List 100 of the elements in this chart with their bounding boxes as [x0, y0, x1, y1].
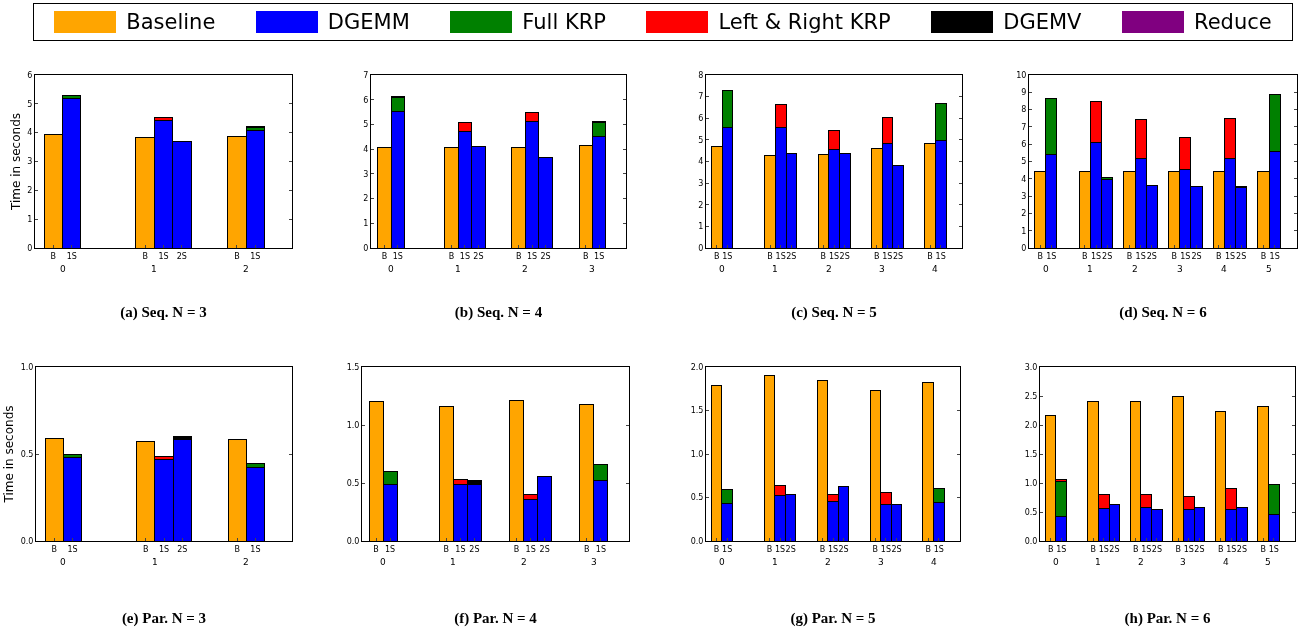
x-tick-label: 1S: [827, 544, 839, 554]
x-tick-label: 1S: [1056, 544, 1067, 554]
legend-label: DGEMV: [1003, 10, 1082, 34]
x-tick-label: 1S: [1135, 251, 1146, 261]
text: 1: [772, 557, 778, 567]
x-tick-label: 1S: [455, 544, 466, 554]
y-tick-label: 0.5: [1024, 507, 1038, 517]
y-tick-label: 5: [698, 135, 704, 145]
x-tick-label: B: [1126, 251, 1133, 261]
x-tick-label: 1S: [775, 251, 786, 261]
y-tick-label: 8: [698, 70, 704, 80]
x-tick-label: B: [381, 251, 388, 261]
y-tick-label: 5: [363, 120, 369, 130]
text: 2: [825, 557, 831, 567]
x-tick-label: B: [872, 544, 879, 554]
x-tick-label: B: [142, 544, 149, 554]
y-tick-label: 0.5: [346, 478, 360, 488]
text: 2: [826, 264, 832, 274]
x-tick-label: 1S: [935, 251, 946, 261]
y-tick-label: 1.5: [346, 362, 360, 372]
text: 3: [878, 557, 884, 567]
y-axis-title: Time in seconds: [1, 405, 16, 504]
text: (c) Seq. N = 5: [791, 304, 877, 322]
x-tick-label: B: [820, 251, 827, 261]
y-tick-label: 4: [1021, 174, 1027, 184]
y-tick-label: 0.5: [690, 493, 704, 503]
text: 4: [931, 557, 937, 567]
x-tick-label: B: [1260, 251, 1267, 261]
y-tick-label: 10: [1016, 70, 1027, 80]
text: 2: [1132, 264, 1138, 274]
x-tick-label: B: [1171, 251, 1177, 261]
x-tick-label: 2S: [838, 544, 849, 554]
text: 2: [521, 557, 527, 567]
x-tick-label: 1S: [250, 251, 261, 261]
x-tick-label: B: [1132, 544, 1139, 554]
x-tick-label: B: [142, 251, 148, 261]
y-tick-label: 6: [1021, 140, 1027, 149]
text: 5: [1265, 557, 1271, 567]
y-tick-label: 7: [698, 92, 704, 102]
text: 3: [591, 557, 597, 567]
text: 1: [151, 264, 157, 274]
x-tick-label: 2S: [891, 544, 902, 554]
text: 0: [1053, 557, 1059, 567]
y-tick-label: 2: [698, 200, 704, 210]
text: 4: [1221, 264, 1227, 274]
text: 2: [1138, 557, 1144, 567]
y-tick-label: 1.5: [690, 406, 704, 416]
y-tick-label: 0.0: [346, 536, 360, 546]
text: 3: [879, 264, 885, 274]
x-tick-label: B: [234, 544, 240, 554]
y-tick-label: 3: [27, 157, 33, 167]
x-tick-label: B: [1037, 251, 1043, 261]
text: 5: [1266, 264, 1272, 274]
x-tick-label: B: [1090, 544, 1096, 554]
y-tick-label: 5: [1021, 157, 1027, 167]
x-tick-label: 1S: [1269, 251, 1280, 261]
y-tick-label: 1: [698, 222, 704, 232]
x-tick-label: 2S: [785, 544, 796, 554]
x-tick-label: B: [448, 251, 455, 261]
text: 0: [719, 557, 725, 567]
y-tick-label: 2.0: [690, 362, 704, 372]
x-tick-label: B: [1175, 544, 1181, 554]
x-tick-label: 1S: [722, 544, 733, 554]
x-tick-label: 2S: [1151, 544, 1162, 554]
text: 2: [522, 264, 528, 274]
y-tick-label: 0.0: [20, 536, 34, 546]
x-tick-label: 2S: [539, 544, 550, 554]
text: 3: [1177, 264, 1183, 274]
y-tick-label: 0.0: [1024, 536, 1038, 546]
x-tick-label: 1S: [1141, 544, 1152, 554]
y-tick-label: 2: [1021, 209, 1027, 219]
text: 4: [1223, 557, 1229, 567]
x-tick-label: B: [713, 544, 720, 554]
x-tick-label: 2S: [1102, 251, 1113, 261]
x-tick-label: 2S: [540, 251, 551, 261]
y-tick-label: 0: [27, 243, 33, 253]
text: (b) Seq. N = 4: [454, 304, 543, 322]
y-tick-label: 1.0: [20, 362, 34, 372]
text: 2: [243, 557, 249, 567]
text: (d) Seq. N = 6: [1119, 304, 1208, 322]
x-tick-label: B: [373, 544, 379, 554]
x-tick-label: B: [925, 544, 931, 554]
legend-label: Full KRP: [522, 10, 606, 34]
x-tick-label: 2S: [892, 251, 904, 261]
y-tick-label: 1: [363, 219, 369, 229]
text: 2: [243, 264, 249, 274]
x-tick-label: B: [1216, 251, 1222, 261]
text: 0: [380, 557, 386, 567]
y-tick-label: 4: [698, 157, 704, 167]
x-tick-label: B: [51, 544, 58, 554]
y-tick-label: 2.0: [1024, 420, 1038, 430]
x-tick-label: 2S: [1236, 544, 1247, 554]
legend-label: Reduce: [1194, 10, 1272, 34]
x-tick-label: 2S: [1146, 251, 1157, 261]
x-tick-label: 2S: [1109, 544, 1120, 554]
x-tick-label: B: [443, 544, 450, 554]
x-tick-label: B: [873, 251, 880, 261]
text: 3: [1180, 557, 1186, 567]
x-tick-label: B: [1047, 544, 1054, 554]
legend-label: Left & Right KRP: [718, 10, 891, 34]
